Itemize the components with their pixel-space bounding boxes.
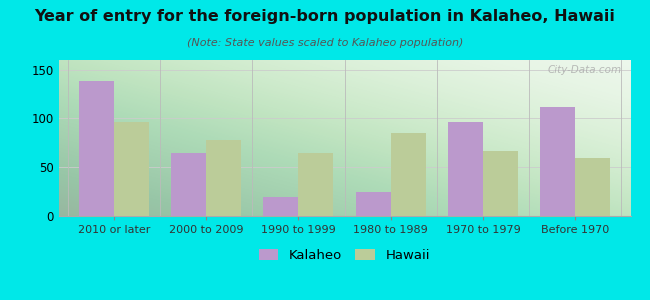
Text: Year of entry for the foreign-born population in Kalaheo, Hawaii: Year of entry for the foreign-born popul… — [34, 9, 616, 24]
Bar — [483, 151, 518, 216]
Bar — [298, 153, 333, 216]
Bar — [114, 122, 149, 216]
Bar — [540, 107, 575, 216]
Text: (Note: State values scaled to Kalaheo population): (Note: State values scaled to Kalaheo po… — [187, 38, 463, 47]
Bar — [206, 140, 241, 216]
Legend: Kalaheo, Hawaii: Kalaheo, Hawaii — [252, 242, 437, 269]
Text: City-Data.com: City-Data.com — [548, 65, 622, 75]
Bar — [79, 81, 114, 216]
Bar — [448, 122, 483, 216]
Bar — [575, 158, 610, 216]
Bar — [263, 196, 298, 216]
Bar — [171, 153, 206, 216]
Bar — [391, 133, 426, 216]
Bar — [356, 192, 391, 216]
